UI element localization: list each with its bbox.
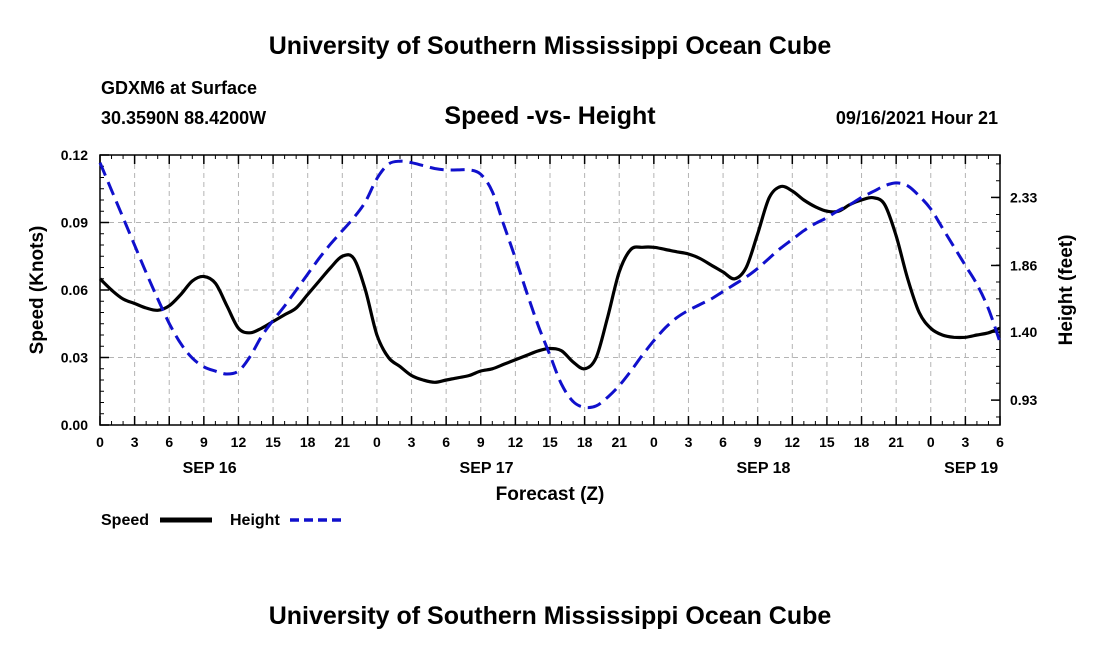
x-tick-label: 12 (785, 434, 801, 450)
x-tick-label: 9 (200, 434, 208, 450)
y-tick-label: 0.06 (61, 282, 88, 298)
x-tick-label: 15 (542, 434, 558, 450)
footer-title: University of Southern Mississippi Ocean… (269, 602, 832, 630)
x-tick-label: 12 (508, 434, 524, 450)
x-tick-label: 15 (819, 434, 835, 450)
x-tick-label: 6 (719, 434, 727, 450)
y-axis-label: Speed (Knots) (27, 226, 48, 355)
x-tick-label: 21 (335, 434, 351, 450)
page-title: University of Southern Mississippi Ocean… (269, 32, 832, 60)
x-tick-label: 0 (373, 434, 381, 450)
x-tick-label: 3 (961, 434, 969, 450)
y2-axis-label: Height (feet) (1056, 235, 1077, 346)
legend-height-label: Height (230, 512, 280, 529)
series-layer (98, 159, 1002, 410)
station-coords: 30.3590N 88.4200W (101, 108, 266, 128)
legend-speed-label: Speed (101, 512, 149, 529)
x-tick-label: 18 (300, 434, 316, 450)
legend: Speed Height (101, 512, 342, 529)
x-tick-label: 21 (611, 434, 627, 450)
x-tick-label: 0 (96, 434, 104, 450)
station-label: GDXM6 at Surface (101, 78, 257, 98)
chart-subtitle: Speed -vs- Height (444, 102, 656, 130)
x-tick-label: 12 (231, 434, 247, 450)
x-tick-label: 6 (442, 434, 450, 450)
x-tick-label: 9 (477, 434, 485, 450)
x-tick-label: 6 (165, 434, 173, 450)
y2-tick-label: 1.40 (1010, 324, 1037, 340)
x-tick-label: 3 (408, 434, 416, 450)
forecast-datetime: 09/16/2021 Hour 21 (836, 108, 998, 128)
axes-layer: 0 3 6 9 12 15 18 21 0 3 6 9 12 15 18 21 0 3 6 9 12 15 18 21 0 3 6 0… (61, 147, 1038, 477)
x-date-label: SEP 19 (944, 460, 998, 477)
height-series-line (98, 159, 1002, 410)
x-date-label: SEP 17 (460, 460, 514, 477)
x-tick-label: 9 (754, 434, 762, 450)
x-tick-label: 3 (131, 434, 139, 450)
x-tick-label: 18 (854, 434, 870, 450)
y-tick-label: 0.09 (61, 215, 88, 231)
y-tick-label: 0.00 (61, 417, 88, 433)
x-axis-label: Forecast (Z) (496, 484, 605, 505)
y2-tick-label: 1.86 (1010, 257, 1037, 273)
x-tick-label: 21 (888, 434, 904, 450)
x-date-label: SEP 18 (736, 460, 790, 477)
x-tick-label: 15 (265, 434, 281, 450)
x-tick-label: 3 (685, 434, 693, 450)
x-date-label: SEP 16 (183, 460, 237, 477)
y2-tick-label: 2.33 (1010, 189, 1037, 205)
x-tick-label: 18 (577, 434, 593, 450)
x-tick-label: 0 (650, 434, 658, 450)
x-tick-label: 0 (927, 434, 935, 450)
y-tick-label: 0.03 (61, 350, 88, 366)
y-tick-label: 0.12 (61, 147, 88, 163)
y2-tick-label: 0.93 (1010, 392, 1037, 408)
grid-layer (100, 155, 1000, 425)
x-tick-label: 6 (996, 434, 1004, 450)
